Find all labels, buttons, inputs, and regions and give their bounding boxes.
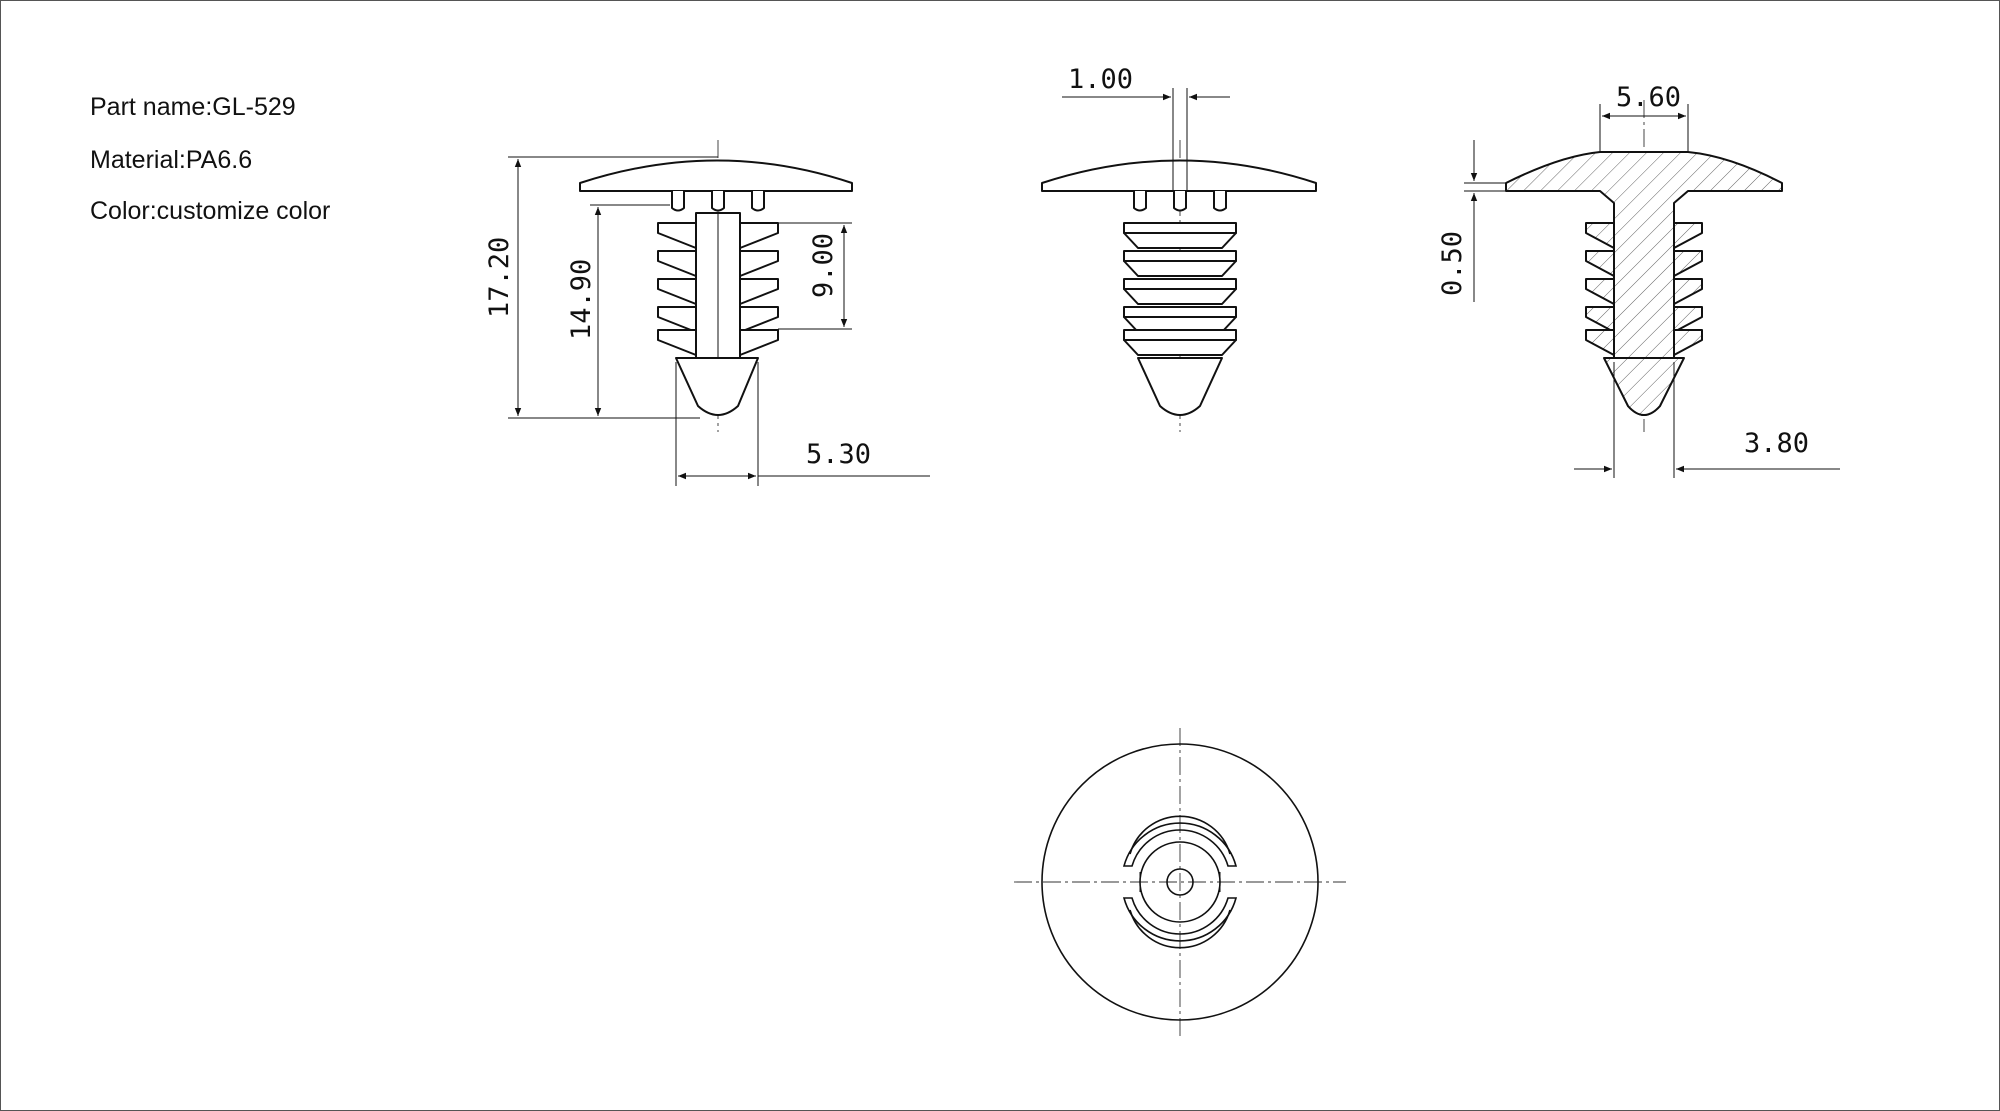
color-label: Color:customize color	[90, 197, 331, 225]
dim-shank-height: 14.90	[566, 204, 670, 416]
bottom-view	[1014, 728, 1346, 1040]
front-view-tip	[675, 357, 759, 416]
dim-core-width-label: 3.80	[1744, 428, 1809, 459]
dim-tip-width-label: 5.30	[806, 439, 871, 470]
dim-neck-width: 5.60	[1599, 82, 1689, 152]
front-view-prongs	[671, 191, 765, 212]
side-view-prongs	[1133, 191, 1227, 212]
dim-rib-height-label: 9.00	[808, 233, 839, 298]
section-view-tip	[1603, 357, 1685, 416]
bottom-view-lower-arc	[1122, 897, 1238, 942]
section-view-right-fins	[1673, 222, 1703, 356]
dim-head-thickness-label: 0.50	[1437, 231, 1468, 296]
front-view-fins	[657, 213, 779, 358]
material-label: Material:PA6.6	[90, 146, 253, 174]
part-name-label: Part name:GL-529	[90, 93, 296, 121]
front-view-head	[579, 159, 853, 192]
bottom-view-head-outline	[1041, 743, 1319, 1021]
dim-overall-height-label: 17.20	[484, 237, 515, 318]
dim-slot-width-label: 1.00	[1068, 64, 1133, 95]
dim-slot-width: 1.00	[1062, 64, 1230, 191]
bottom-view-center-hole	[1166, 868, 1194, 896]
dim-overall-height: 17.20	[484, 156, 718, 419]
side-view-head	[1041, 159, 1317, 192]
bottom-view-upper-arc	[1122, 822, 1238, 867]
dim-core-width: 3.80	[1574, 362, 1840, 478]
side-view-fins	[1123, 222, 1237, 356]
side-view: 1.00	[1041, 64, 1317, 432]
dim-head-thickness: 0.50	[1437, 140, 1506, 302]
dim-rib-height: 9.00	[778, 222, 852, 330]
front-view: 17.20 14.90 9.00 5.30	[484, 140, 930, 486]
side-view-tip	[1137, 357, 1223, 416]
dim-shank-height-label: 14.90	[566, 259, 597, 340]
section-view-left-fins	[1585, 222, 1615, 356]
section-view: 5.60 0.50 3.80	[1437, 82, 1840, 478]
dim-neck-width-label: 5.60	[1616, 82, 1681, 113]
dim-tip-width: 5.30	[675, 362, 930, 486]
